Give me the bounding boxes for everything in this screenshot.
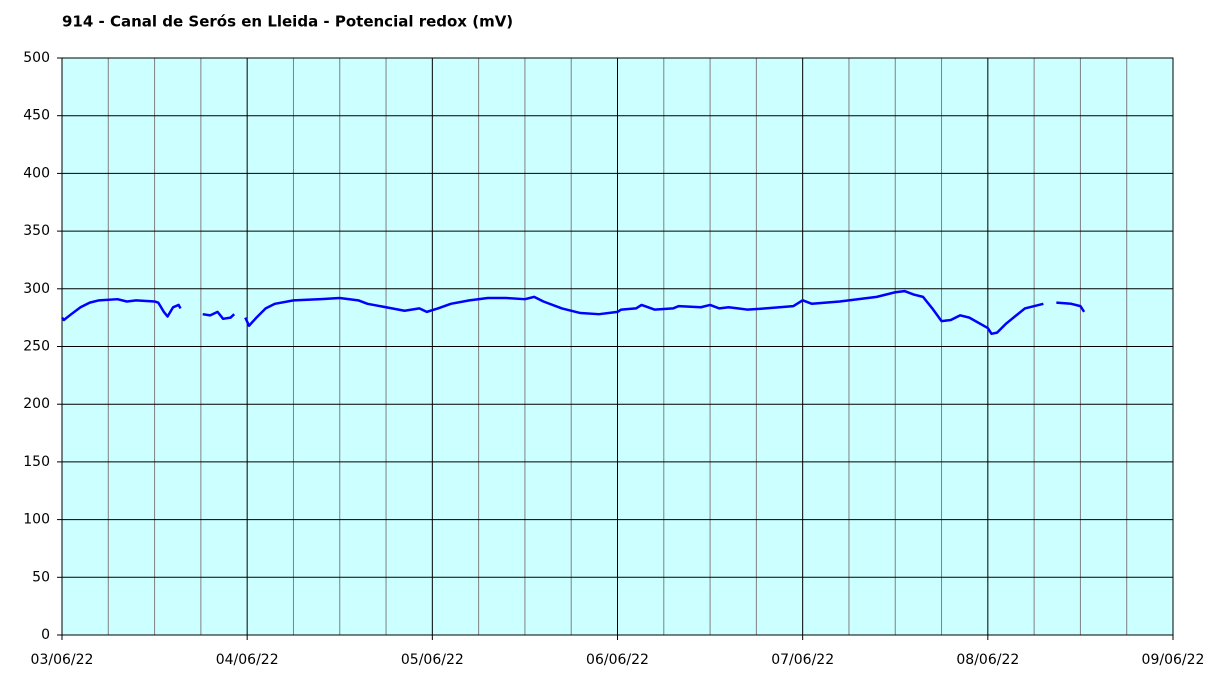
x-tick-label: 09/06/22 (1142, 652, 1205, 668)
y-tick-label: 500 (23, 50, 50, 66)
x-tick-label: 05/06/22 (401, 652, 464, 668)
y-tick-label: 0 (41, 627, 50, 643)
plot-border (61, 57, 1174, 636)
y-tick-label: 200 (23, 396, 50, 412)
data-line (61, 289, 1086, 336)
y-tick-label: 450 (23, 108, 50, 124)
x-tick-label: 04/06/22 (216, 652, 279, 668)
y-tick-label: 50 (32, 569, 50, 585)
y-tick-label: 350 (23, 223, 50, 239)
x-tick-label: 06/06/22 (586, 652, 649, 668)
y-tick-label: 250 (23, 339, 50, 355)
y-tick-label: 100 (23, 512, 50, 528)
chart-title: 914 - Canal de Serós en Lleida - Potenci… (62, 13, 513, 31)
x-tick-label: 08/06/22 (956, 652, 1019, 668)
x-tick-label: 03/06/22 (31, 652, 94, 668)
y-tick-label: 150 (23, 454, 50, 470)
y-tick-label: 400 (23, 165, 50, 181)
y-tick-label: 300 (23, 281, 50, 297)
x-tick-label: 07/06/22 (771, 652, 834, 668)
